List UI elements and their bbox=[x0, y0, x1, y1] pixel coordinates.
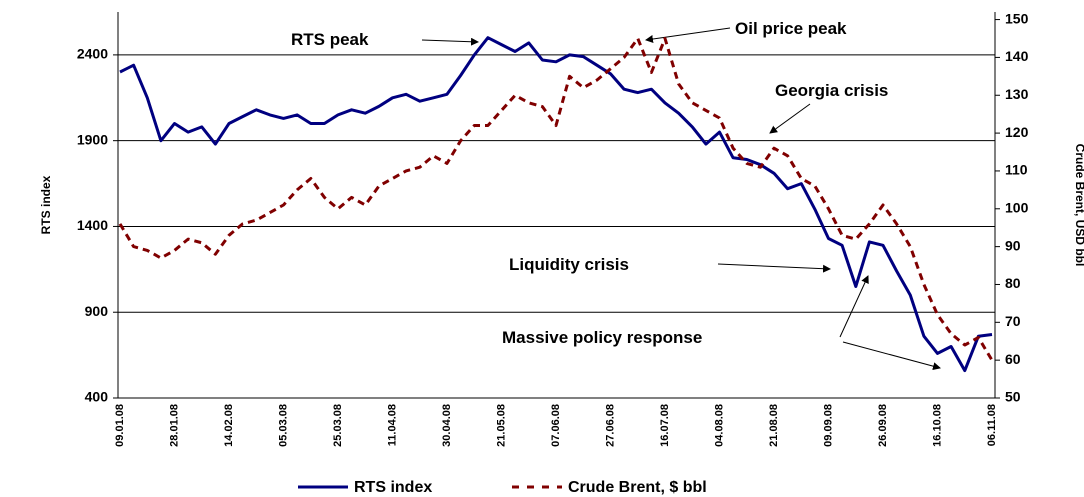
x-tick-label: 04.08.08 bbox=[713, 404, 725, 447]
y-tick-label: 900 bbox=[85, 303, 109, 319]
x-tick-label: 16.07.08 bbox=[659, 404, 671, 447]
x-tick-label: 11.04.08 bbox=[386, 404, 398, 446]
legend-label: Crude Brent, $ bbl bbox=[568, 479, 707, 496]
y2-tick-label: 110 bbox=[1005, 162, 1028, 178]
y-tick-label: 2400 bbox=[77, 46, 108, 62]
y-tick-label: 400 bbox=[85, 389, 109, 405]
annotation: Georgia crisis bbox=[775, 81, 888, 100]
x-tick-label: 25.03.08 bbox=[332, 404, 344, 447]
x-tick-label: 07.06.08 bbox=[550, 404, 562, 447]
y2-tick-label: 80 bbox=[1005, 275, 1021, 291]
annotation-arrow bbox=[645, 27, 731, 43]
y-tick-label: 1400 bbox=[77, 217, 108, 233]
annotation: Oil price peak bbox=[735, 19, 847, 38]
legend: RTS index Crude Brent, $ bbl bbox=[298, 479, 707, 496]
x-tick-label: 16.10.08 bbox=[931, 404, 943, 447]
x-tick-label: 27.06.08 bbox=[604, 404, 616, 447]
y2-tick-label: 140 bbox=[1005, 48, 1029, 64]
y2-tick-label: 120 bbox=[1005, 124, 1029, 140]
x-tick-label: 28.01.08 bbox=[168, 404, 180, 447]
y2-tick-label: 130 bbox=[1005, 86, 1029, 102]
legend-label: RTS index bbox=[354, 479, 432, 496]
annotation: RTS peak bbox=[291, 30, 369, 49]
x-tick-label: 26.09.08 bbox=[877, 404, 889, 447]
y-axis-label: RTS index bbox=[39, 175, 53, 234]
x-tick-label: 09.01.08 bbox=[114, 404, 126, 447]
x-tick-label: 30.04.08 bbox=[441, 404, 453, 447]
y2-tick-label: 50 bbox=[1005, 389, 1021, 405]
annotation-arrow bbox=[842, 341, 941, 371]
annotation-arrow bbox=[839, 275, 869, 338]
x-tick-label: 21.05.08 bbox=[495, 404, 507, 447]
x-tick-label: 21.08.08 bbox=[768, 404, 780, 447]
x-tick-label: 14.02.08 bbox=[223, 404, 235, 447]
annotation-arrow bbox=[717, 263, 831, 273]
x-tick-label: 09.09.08 bbox=[822, 404, 834, 447]
series-line bbox=[119, 36, 993, 373]
y2-axis-label: Crude Brent, USD bbl bbox=[1073, 144, 1084, 267]
annotation: Liquidity crisis bbox=[509, 255, 629, 274]
y2-tick-label: 70 bbox=[1005, 313, 1021, 329]
y2-tick-label: 90 bbox=[1005, 237, 1021, 253]
y-tick-label: 1900 bbox=[77, 131, 108, 147]
y2-tick-label: 100 bbox=[1005, 199, 1029, 215]
y2-tick-label: 150 bbox=[1005, 10, 1029, 26]
annotation: Massive policy response bbox=[502, 328, 702, 347]
annotation-arrow bbox=[421, 37, 479, 46]
x-tick-label: 06.11.08 bbox=[986, 404, 998, 446]
x-tick-label: 05.03.08 bbox=[277, 404, 289, 447]
series-line bbox=[118, 37, 994, 361]
y2-tick-label: 60 bbox=[1005, 351, 1021, 367]
annotation-arrow bbox=[769, 103, 811, 134]
